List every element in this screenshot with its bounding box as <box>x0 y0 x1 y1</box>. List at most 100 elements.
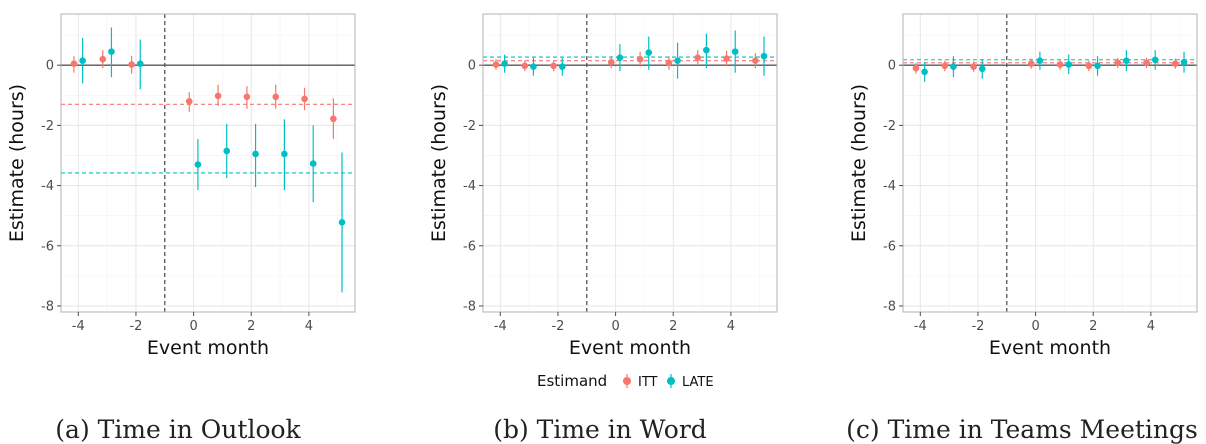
panel-c-x-tick-label: 2 <box>1089 319 1097 334</box>
panel-c-point-itt <box>1085 62 1093 70</box>
panel-a-x-tick-label: 2 <box>247 319 255 334</box>
panel-c-y-axis-title: Estimate (hours) <box>848 84 870 242</box>
panel-b-y-tick-label: -6 <box>463 239 476 254</box>
panel-b-y-tick-label: -8 <box>463 299 476 314</box>
panel-b-x-axis-title: Event month <box>569 337 691 359</box>
panel-a-x-tick-label: 4 <box>305 319 313 334</box>
panel-c-y-tick-label: -4 <box>883 179 896 194</box>
panel-a-point-itt <box>128 61 135 68</box>
panel-c-point-itt <box>1143 59 1150 67</box>
panel-b: -4 -2 0 2 4 0 -2 -4 -6 -8 Event month Estimate (hou… <box>428 13 778 359</box>
panel-a-point-itt <box>330 115 337 123</box>
panel-c-point-late <box>1180 58 1188 66</box>
panel-a-point-itt <box>243 93 251 101</box>
panel-b-x-tick-label: 0 <box>611 319 619 334</box>
panel-c-y-tick-label: -8 <box>883 299 896 314</box>
caption-b: (b) Time in Word <box>493 415 707 444</box>
panel-b-point-itt <box>492 61 500 68</box>
panel-c-y-tick-label: -6 <box>883 239 896 254</box>
panel-a-x-tick-label: 0 <box>189 319 197 334</box>
legend-title: Estimand <box>537 372 607 390</box>
panel-a-border <box>60 13 356 313</box>
panel-a: -4 -2 0 2 4 0 -2 -4 -6 -8 Event month Estimate (hou… <box>6 13 356 359</box>
panel-c-point-late <box>950 63 957 70</box>
panel-c-point-late <box>921 68 928 76</box>
panel-a-y-axis-title: Estimate (hours) <box>6 84 28 242</box>
panel-b-y-tick-label: 0 <box>468 59 476 74</box>
panel-b-point-itt <box>550 62 557 70</box>
panel-b-x-tick-label: 4 <box>727 319 735 334</box>
panel-c-point-late <box>1151 56 1159 64</box>
panel-c: -4 -2 0 2 4 0 -2 -4 -6 -8 Event month Estimate (hou… <box>848 13 1198 359</box>
panel-b-point-late <box>616 54 624 61</box>
panel-c-point-late <box>1123 57 1130 64</box>
panel-a-y-tick-label: -2 <box>41 119 54 134</box>
panel-a-y-tick-label: 0 <box>46 59 54 74</box>
panel-c-point-late <box>1065 61 1073 68</box>
panel-b-point-late <box>645 49 653 56</box>
panel-b-point-late <box>530 63 537 70</box>
panel-c-x-axis-title: Event month <box>989 337 1111 359</box>
panel-b-x-tick-label: -2 <box>551 319 564 334</box>
panel-c-point-late <box>1094 62 1101 70</box>
panel-b-point-itt <box>665 59 673 67</box>
panel-b-point-late <box>558 63 566 70</box>
legend: Estimand ITT LATE <box>537 372 714 390</box>
panel-a-point-late <box>108 48 115 55</box>
panel-a-point-late <box>252 150 259 158</box>
panel-b-plot-area <box>483 14 777 312</box>
panel-b-y-axis-title: Estimate (hours) <box>428 84 450 242</box>
panel-b-point-late <box>731 48 739 55</box>
panel-a-point-itt <box>214 92 222 100</box>
panel-c-point-itt <box>1114 59 1122 67</box>
panel-c-point-itt <box>912 64 920 72</box>
panel-a-point-late <box>223 147 231 155</box>
panel-c-border <box>902 13 1198 313</box>
panel-c-point-itt <box>1027 60 1035 67</box>
panel-b-y-tick-label: -4 <box>463 179 476 194</box>
panel-a-plot-area <box>61 14 355 312</box>
panel-a-x-tick-label: -2 <box>129 319 142 334</box>
panel-a-point-itt <box>99 55 107 63</box>
panel-a-point-late <box>309 160 317 167</box>
legend-late-label: LATE <box>682 375 714 390</box>
panel-b-x-tick-label: -4 <box>494 319 507 334</box>
caption-c: (c) Time in Teams Meetings <box>846 415 1198 444</box>
panel-a-point-itt <box>301 95 308 103</box>
caption-a: (a) Time in Outlook <box>55 415 301 444</box>
panel-a-point-late <box>338 218 346 226</box>
panel-b-y-tick-label: -2 <box>463 119 476 134</box>
panel-c-x-tick-label: -2 <box>971 319 984 334</box>
panel-b-point-late <box>674 57 681 64</box>
panel-a-point-late <box>194 161 202 168</box>
panel-b-x-tick-label: 2 <box>669 319 677 334</box>
panel-c-point-itt <box>1056 61 1064 68</box>
panel-a-point-late <box>136 60 144 67</box>
panel-a-y-tick-label: -4 <box>41 179 54 194</box>
panel-a-x-tick-label: -4 <box>72 319 85 334</box>
panel-a-x-axis-title: Event month <box>147 337 269 359</box>
panel-c-x-tick-label: 4 <box>1147 319 1155 334</box>
panel-c-x-tick-label: -4 <box>914 319 927 334</box>
panel-a-point-late <box>79 57 86 64</box>
panel-c-point-itt <box>941 62 949 70</box>
legend-itt-label: ITT <box>638 375 658 390</box>
panel-a-point-itt <box>272 93 280 101</box>
panel-b-point-itt <box>636 55 644 63</box>
panel-c-point-late <box>1036 57 1044 64</box>
panel-c-x-tick-label: 0 <box>1031 319 1039 334</box>
panel-b-point-itt <box>752 57 759 64</box>
panel-c-point-itt <box>970 63 977 70</box>
panel-a-point-late <box>281 150 288 158</box>
panel-a-point-itt <box>185 97 193 105</box>
panel-a-y-tick-label: -6 <box>41 239 54 254</box>
panel-b-border <box>482 13 778 313</box>
panel-a-point-itt <box>70 60 78 67</box>
panel-b-point-late <box>703 46 710 54</box>
panel-b-point-itt <box>694 54 702 61</box>
panel-c-point-itt <box>1172 60 1179 67</box>
panels: -4 -2 0 2 4 0 -2 -4 -6 -8 Event month Estimate (hou… <box>6 13 1198 359</box>
panel-b-point-itt <box>723 55 730 62</box>
panel-b-point-itt <box>607 58 615 66</box>
